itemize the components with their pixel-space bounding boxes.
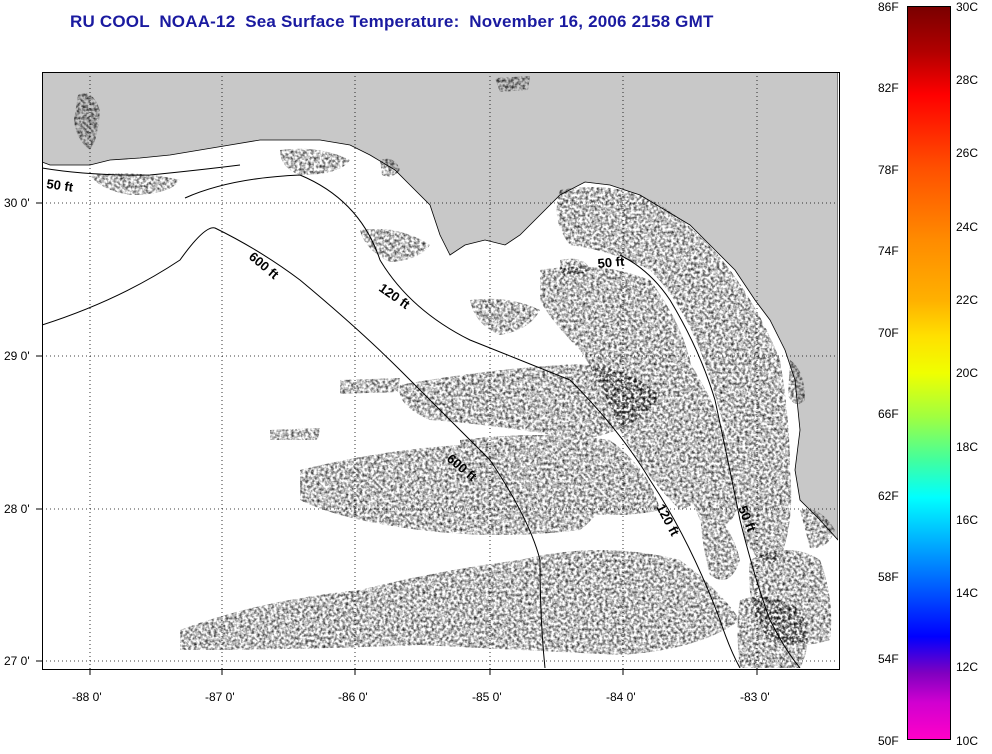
- colorbar-c-label: 24C: [956, 220, 979, 234]
- colorbar-f-label: 58F: [878, 570, 899, 584]
- latitude-label: 29 0': [4, 349, 30, 363]
- isobath-600ft: [42, 227, 546, 668]
- colorbar-f-label: 78F: [878, 163, 899, 177]
- latitude-label: 30 0': [4, 196, 30, 210]
- colorbar-c-label: 28C: [956, 73, 979, 87]
- colorbar-f-label: 50F: [878, 734, 899, 748]
- colorbar-c-label: 20C: [956, 366, 979, 380]
- isobath-label: 50 ft: [46, 176, 75, 195]
- colorbar-c-label: 10C: [956, 734, 979, 748]
- colorbar-c-label: 18C: [956, 440, 979, 454]
- longitude-label: -87 0': [205, 690, 235, 704]
- map-frame: [42, 72, 840, 670]
- colorbar-f-label: 86F: [878, 0, 899, 14]
- colorbar-f-label: 54F: [878, 652, 899, 666]
- longitude-label: -85 0': [472, 690, 502, 704]
- temperature-colorbar: [907, 6, 951, 740]
- longitude-label: -88 0': [72, 690, 102, 704]
- isobath-120ft: [184, 174, 741, 668]
- latitude-label: 28 0': [4, 502, 30, 516]
- longitude-label: -84 0': [606, 690, 636, 704]
- longitude-label: -86 0': [338, 690, 368, 704]
- colorbar-c-label: 14C: [956, 586, 979, 600]
- latitude-label: 27 0': [4, 654, 30, 668]
- isobath-label: 50 ft: [597, 254, 626, 271]
- colorbar-c-label: 22C: [956, 293, 979, 307]
- colorbar-f-label: 70F: [878, 326, 899, 340]
- colorbar-c-label: 16C: [956, 513, 979, 527]
- isobath-50ft: [619, 254, 801, 668]
- isobath-50ft-west: [42, 164, 241, 176]
- colorbar-f-label: 66F: [878, 407, 899, 421]
- colorbar-f-label: 74F: [878, 244, 899, 258]
- colorbar-c-label: 26C: [956, 146, 979, 160]
- colorbar-c-label: 30C: [956, 0, 979, 14]
- colorbar-f-label: 82F: [878, 81, 899, 95]
- longitude-label: -83 0': [740, 690, 770, 704]
- map-title: RU COOL NOAA-12 Sea Surface Temperature:…: [70, 12, 714, 31]
- colorbar-c-label: 12C: [956, 660, 979, 674]
- colorbar-f-label: 62F: [878, 489, 899, 503]
